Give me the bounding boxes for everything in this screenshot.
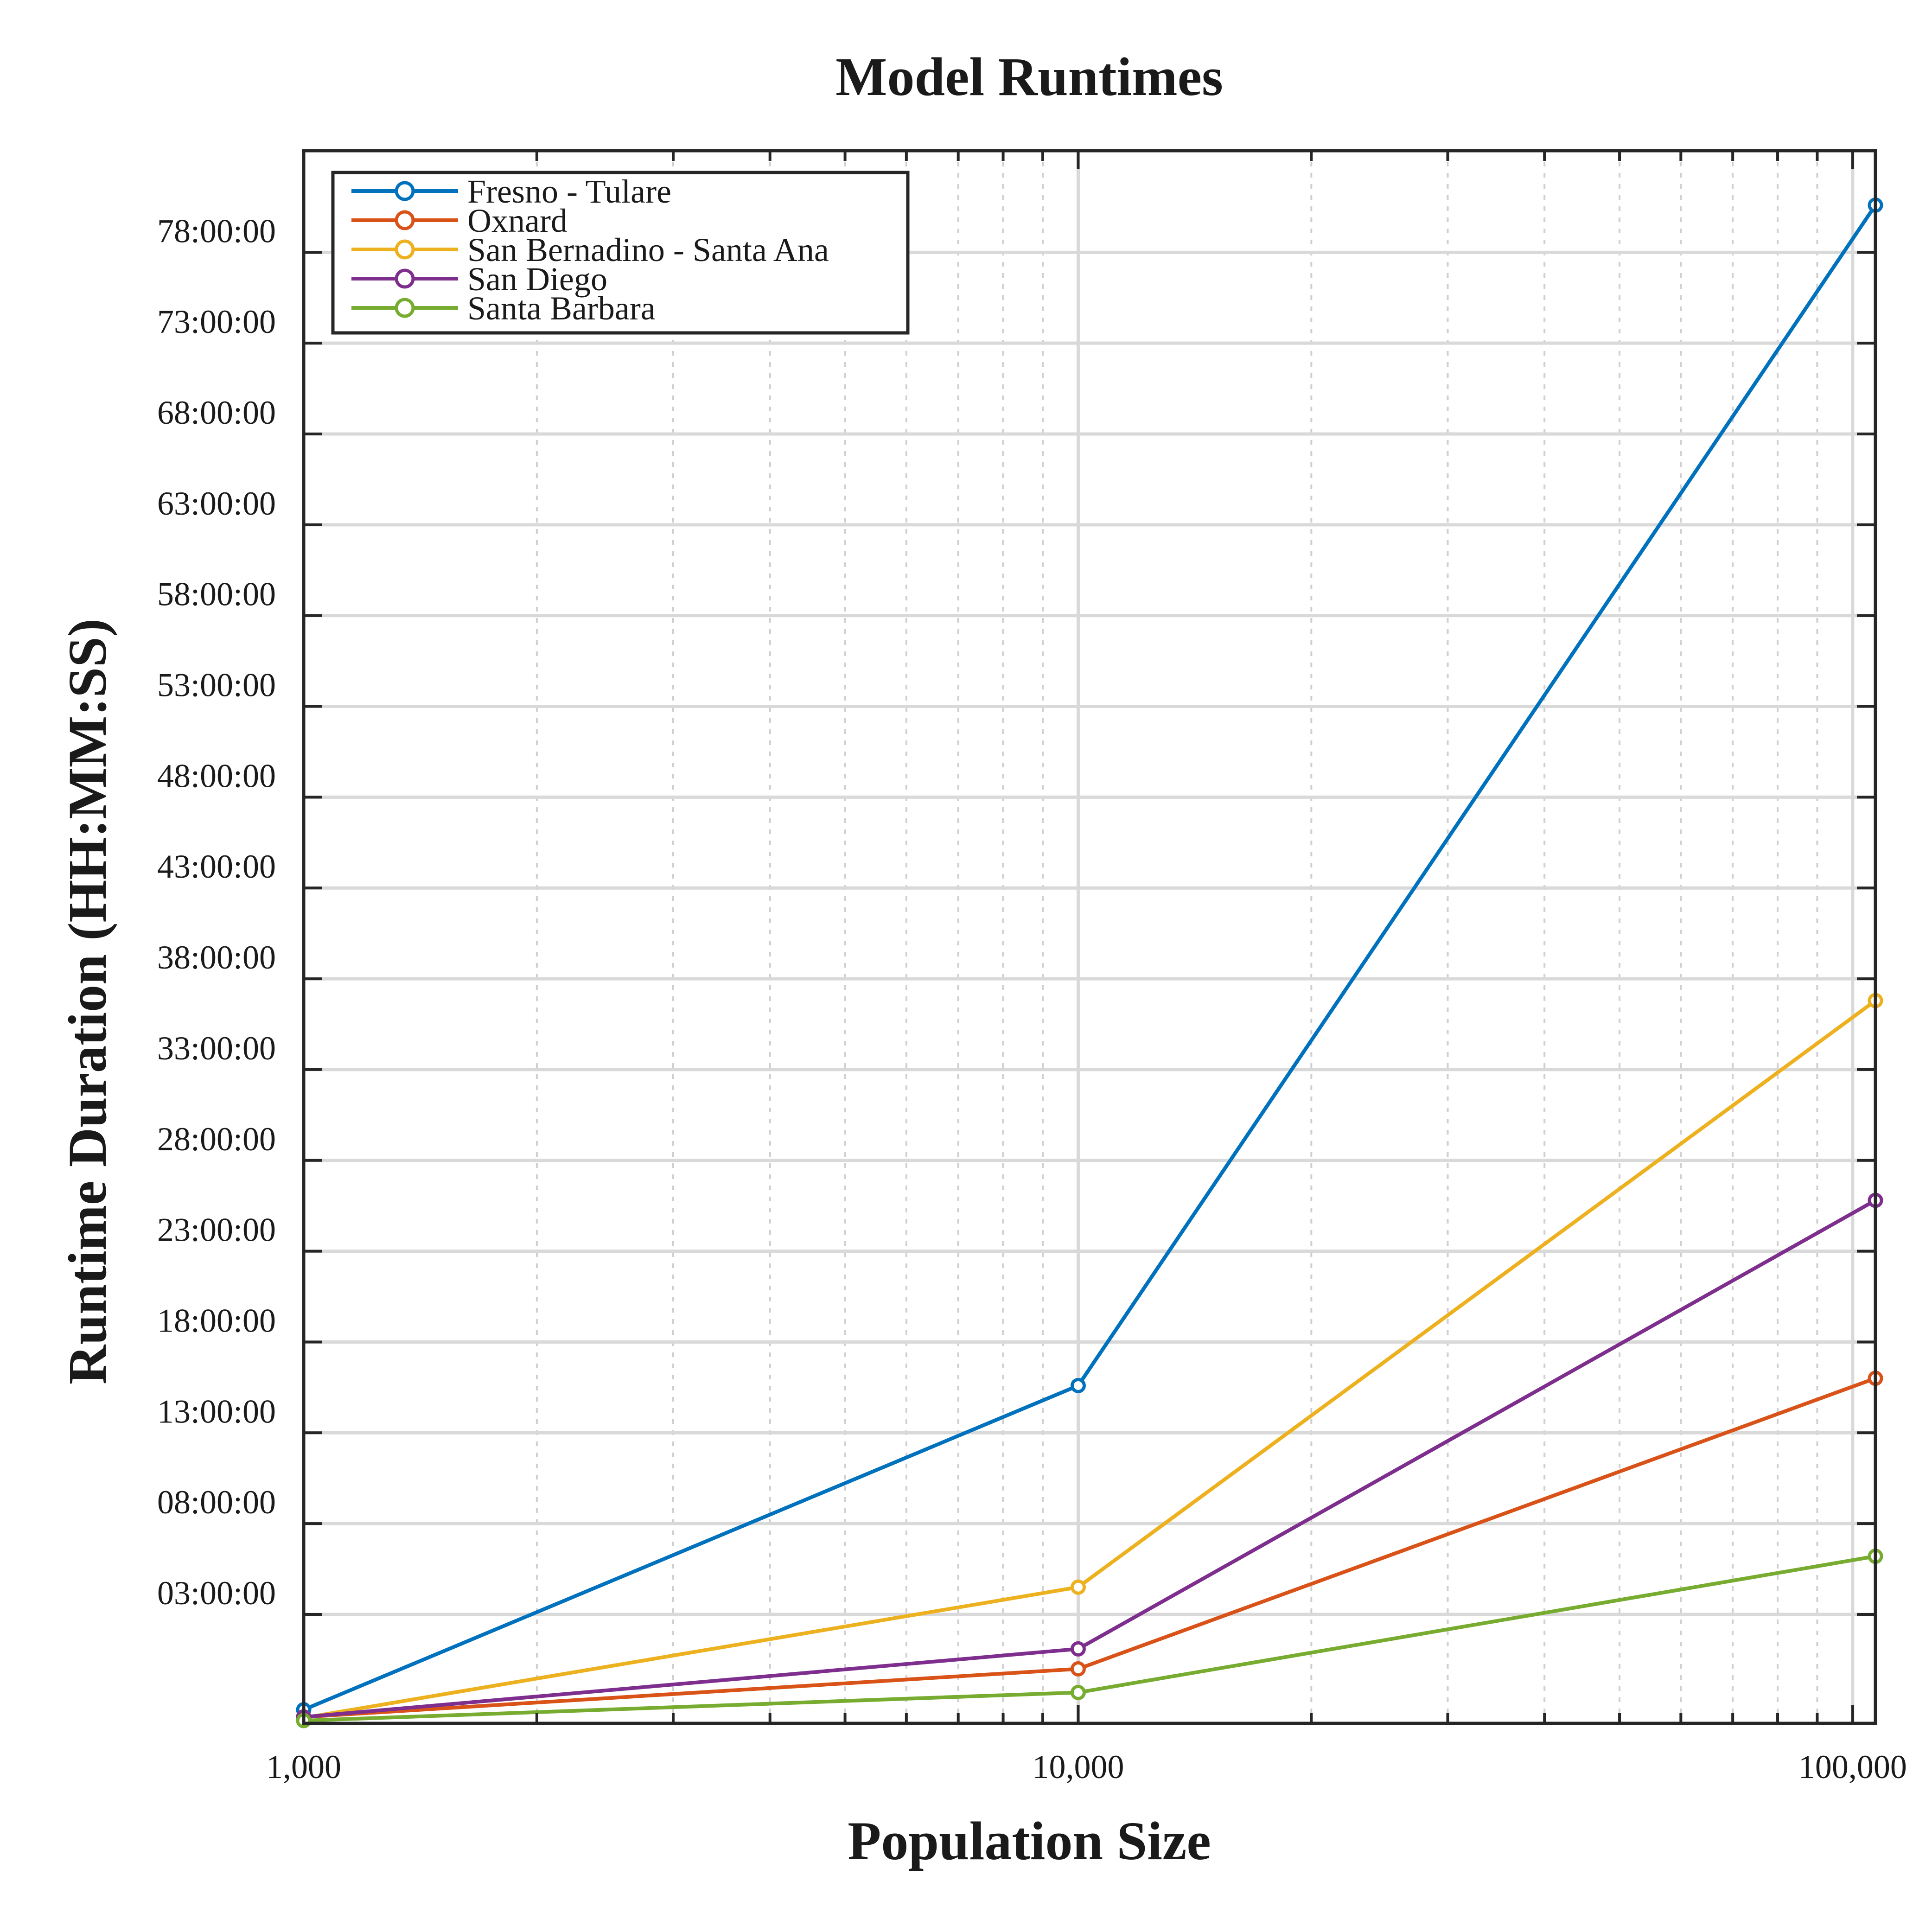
y-tick-label: 03:00:00 — [157, 1575, 276, 1612]
series-line — [303, 204, 1877, 1712]
legend-label: San Diego — [467, 261, 607, 298]
x-tick-label: 1,000 — [266, 1748, 341, 1785]
y-tick-label: 68:00:00 — [157, 394, 276, 431]
y-tick-label: 13:00:00 — [157, 1393, 276, 1430]
y-tick-label: 28:00:00 — [157, 1121, 276, 1158]
data-point — [1070, 1579, 1086, 1595]
x-tick-label: 10,000 — [1032, 1748, 1124, 1785]
y-tick-label: 48:00:00 — [157, 757, 276, 794]
series-lines — [296, 198, 1883, 1728]
y-tick-label: 38:00:00 — [157, 939, 276, 976]
legend-label: San Bernadino - Santa Ana — [467, 231, 829, 268]
legend-marker — [395, 210, 415, 230]
series-line — [303, 1199, 1876, 1719]
grid — [302, 151, 1875, 1723]
data-point — [1070, 1377, 1086, 1393]
legend-marker — [395, 181, 415, 201]
legend-entry: San Diego — [351, 261, 607, 298]
y-tick-label: 73:00:00 — [157, 303, 276, 340]
data-point — [1070, 1684, 1086, 1700]
series-fresno-tulare — [296, 198, 1883, 1718]
series-san-diego — [296, 1192, 1883, 1725]
x-axis-label: Population Size — [848, 1811, 1211, 1871]
y-tick-label: 23:00:00 — [157, 1211, 276, 1249]
x-tick-label: 100,000 — [1798, 1748, 1907, 1785]
legend-marker — [395, 268, 415, 289]
legend-marker — [395, 298, 415, 318]
y-axis-label: Runtime Duration (HH:MM:SS) — [57, 618, 118, 1384]
x-tick-labels: 1,000 10,000 100,000 — [266, 1748, 1907, 1785]
legend-entry: Oxnard — [351, 202, 567, 239]
y-tick-label: 63:00:00 — [157, 485, 276, 522]
series-oxnard — [296, 1371, 1883, 1725]
y-tick-label: 18:00:00 — [157, 1302, 276, 1339]
data-point — [1070, 1641, 1086, 1657]
plot-frame — [302, 149, 1877, 1725]
legend-entry: Santa Barbara — [351, 290, 656, 327]
series-line — [303, 1377, 1876, 1719]
y-tick-label: 33:00:00 — [157, 1030, 276, 1067]
y-tick-label: 58:00:00 — [157, 576, 276, 613]
axis-ticks — [302, 151, 1875, 1723]
data-point — [1070, 1661, 1086, 1677]
y-tick-label: 43:00:00 — [157, 848, 276, 885]
y-tick-label: 08:00:00 — [157, 1484, 276, 1521]
y-tick-label: 53:00:00 — [157, 667, 276, 704]
legend-label: Fresno - Tulare — [467, 173, 671, 210]
y-tick-labels: 03:00:00 08:00:00 13:00:00 18:00:00 23:00:00… — [157, 212, 276, 1612]
legend-label: Santa Barbara — [467, 290, 656, 327]
legend-entry: Fresno - Tulare — [351, 173, 671, 210]
legend-entry: San Bernadino - Santa Ana — [351, 231, 829, 268]
chart-title: Model Runtimes — [835, 46, 1223, 107]
legend-label: Oxnard — [467, 202, 567, 239]
y-tick-label: 78:00:00 — [157, 212, 276, 249]
legend-marker — [395, 239, 415, 260]
